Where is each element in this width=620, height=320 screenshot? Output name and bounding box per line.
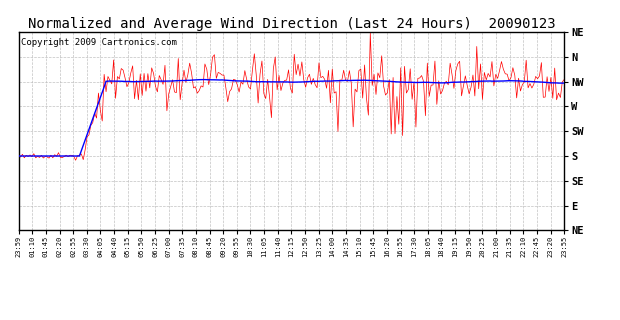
Text: Copyright 2009 Cartronics.com: Copyright 2009 Cartronics.com [21, 38, 177, 47]
Title: Normalized and Average Wind Direction (Last 24 Hours)  20090123: Normalized and Average Wind Direction (L… [27, 17, 556, 31]
